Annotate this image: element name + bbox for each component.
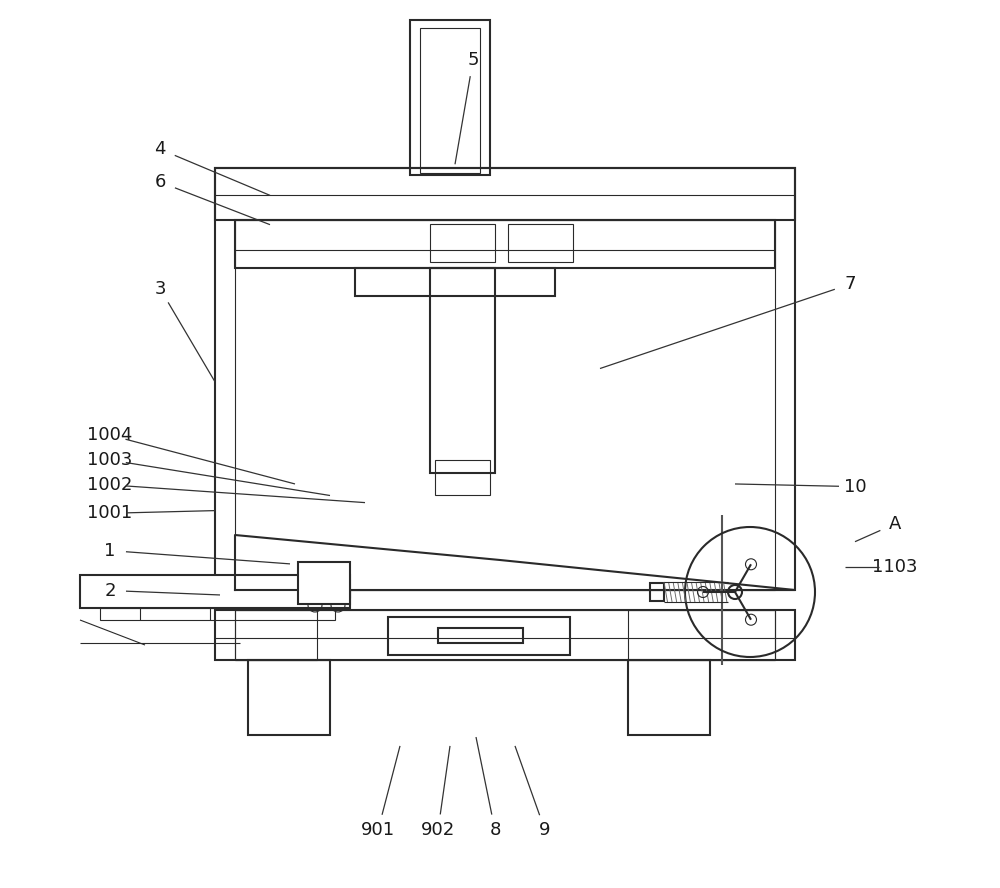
Bar xyxy=(438,628,523,643)
Text: 7: 7 xyxy=(844,275,856,293)
Text: 1001: 1001 xyxy=(87,504,133,522)
Bar xyxy=(215,610,795,660)
Text: 3: 3 xyxy=(154,280,166,297)
Text: 901: 901 xyxy=(361,821,395,839)
Bar xyxy=(430,268,495,473)
Bar xyxy=(355,268,555,296)
Text: 1103: 1103 xyxy=(872,558,918,575)
Text: 8: 8 xyxy=(489,821,501,839)
Text: 2: 2 xyxy=(104,582,116,599)
Polygon shape xyxy=(235,535,795,590)
Bar xyxy=(235,610,317,660)
Bar xyxy=(410,20,490,175)
Text: 9: 9 xyxy=(539,821,551,839)
Bar xyxy=(100,608,335,620)
Text: 10: 10 xyxy=(844,478,866,496)
Bar xyxy=(420,28,480,173)
Text: 4: 4 xyxy=(154,140,166,158)
Bar xyxy=(430,224,495,262)
Bar xyxy=(388,617,570,655)
Bar xyxy=(650,583,664,601)
Bar xyxy=(215,168,795,220)
Text: 1003: 1003 xyxy=(87,451,133,469)
Bar xyxy=(628,610,775,660)
Text: 6: 6 xyxy=(154,173,166,191)
Text: 1004: 1004 xyxy=(87,426,133,444)
Bar xyxy=(235,610,775,660)
Text: 902: 902 xyxy=(421,821,455,839)
Bar xyxy=(508,224,573,262)
Text: 5: 5 xyxy=(467,52,479,69)
Bar xyxy=(215,168,795,590)
Bar xyxy=(435,460,490,495)
Bar xyxy=(628,660,710,735)
Text: A: A xyxy=(889,515,901,533)
Bar xyxy=(80,575,350,608)
Bar xyxy=(298,568,350,598)
Text: 1002: 1002 xyxy=(87,476,133,494)
Bar xyxy=(235,220,775,268)
Bar xyxy=(298,562,350,604)
Text: 1: 1 xyxy=(104,542,116,559)
Bar xyxy=(248,660,330,735)
Bar xyxy=(235,220,775,590)
